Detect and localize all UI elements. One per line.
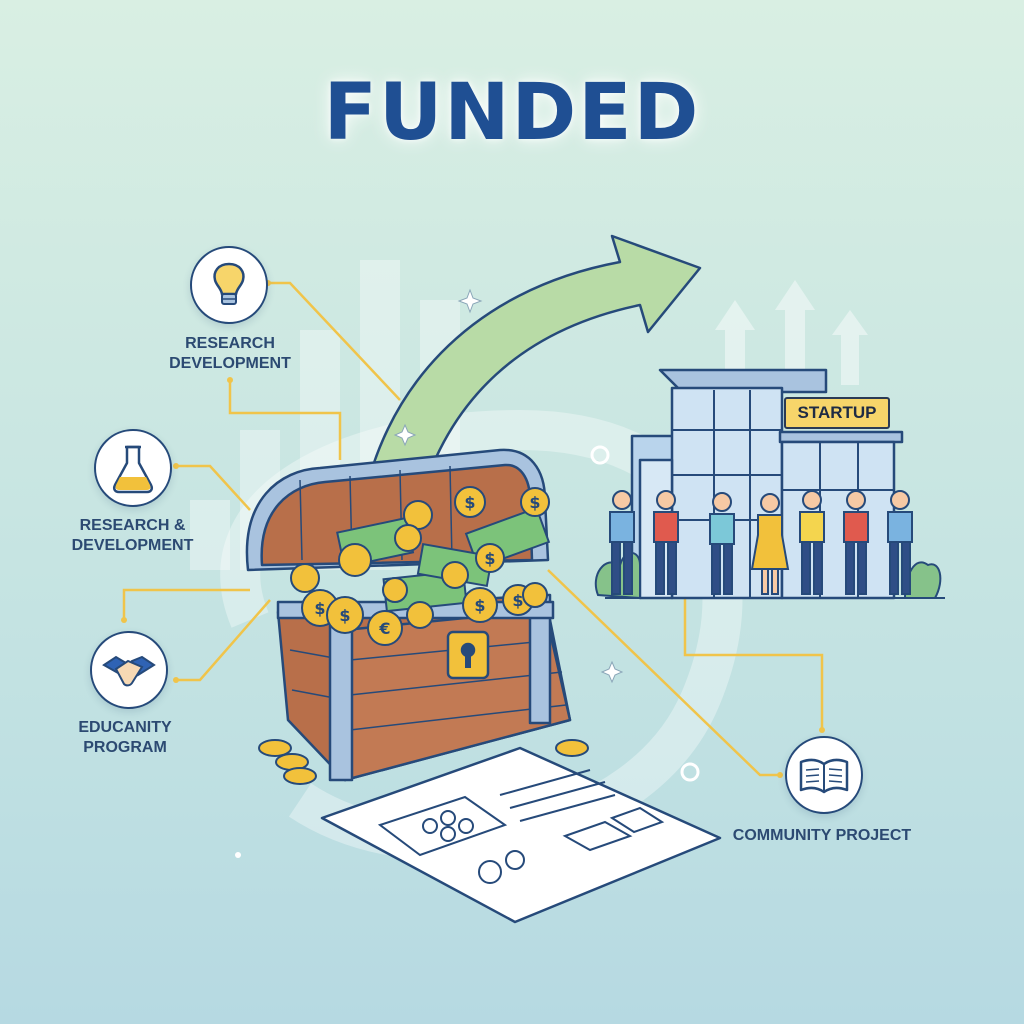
growth-arrow	[358, 234, 702, 522]
handshake-icon	[90, 631, 168, 709]
connector-line	[122, 588, 250, 620]
person	[843, 490, 869, 595]
person	[750, 493, 790, 595]
person	[709, 492, 735, 595]
svg-text:$: $	[484, 549, 495, 568]
svg-text:$: $	[529, 493, 540, 512]
person	[887, 490, 913, 595]
person	[653, 490, 679, 595]
connector-line	[228, 380, 342, 460]
flask-icon	[94, 429, 172, 507]
community-project-label: COMMUNITY PROJECT	[732, 827, 912, 844]
educanity-program-label: EDUCANITY PROGRAM	[78, 719, 172, 756]
lightbulb-icon	[190, 246, 268, 324]
svg-text:$: $	[339, 606, 350, 625]
background-up-arrows	[715, 280, 868, 385]
startup-sign: STARTUP	[784, 397, 890, 429]
page-title: FUNDED	[323, 68, 701, 158]
research-and-development-label: RESEARCH & DEVELOPMENT	[71, 517, 194, 554]
research-development-label: RESEARCH DEVELOPMENT	[169, 335, 291, 372]
gold-coins	[290, 486, 550, 646]
treasure-chest	[245, 448, 572, 782]
svg-text:$: $	[464, 493, 475, 512]
svg-text:€: €	[378, 619, 390, 638]
loose-coins	[258, 739, 589, 785]
connector-line	[547, 569, 780, 777]
connector-line	[176, 599, 271, 682]
svg-text:$: $	[512, 591, 523, 610]
connector-line	[265, 281, 401, 401]
connector-lines	[122, 281, 824, 777]
blueprint-document	[320, 746, 722, 924]
connector-line	[683, 598, 824, 730]
svg-text:$: $	[314, 599, 325, 618]
sparkles	[393, 288, 624, 684]
connector-line	[176, 464, 251, 511]
team-people	[609, 490, 913, 595]
person	[609, 490, 635, 595]
book-icon	[785, 736, 863, 814]
person	[799, 490, 825, 595]
svg-text:$: $	[474, 596, 485, 615]
